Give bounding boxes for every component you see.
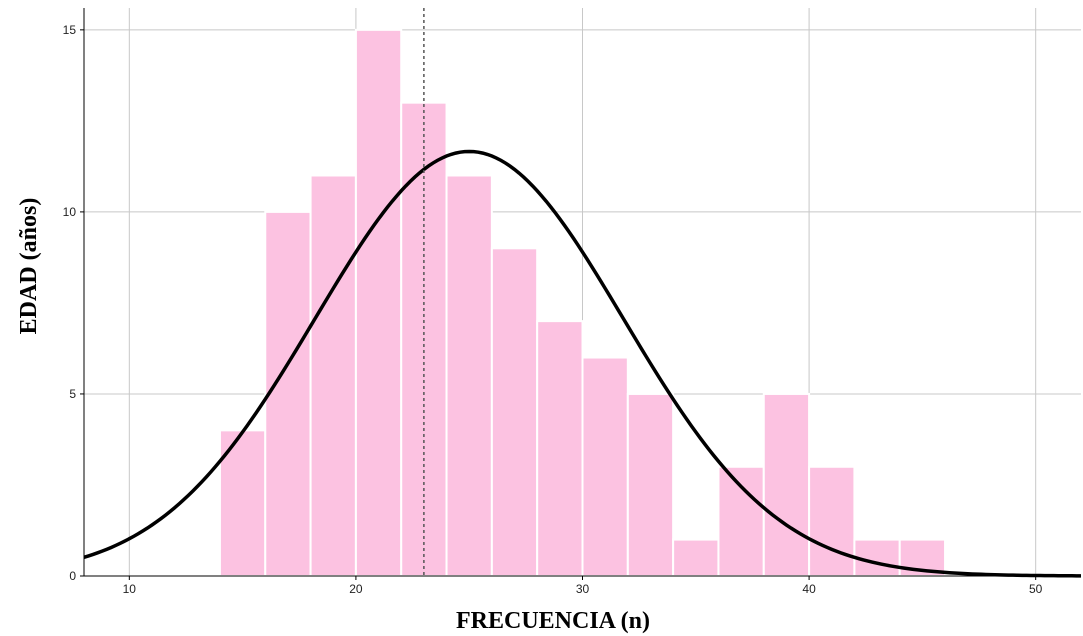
histogram-bar: [490, 247, 539, 578]
histogram-bar: [626, 392, 675, 578]
histogram-bar: [581, 356, 629, 577]
y-tick-label: 0: [69, 569, 76, 583]
histogram-bar: [762, 392, 811, 578]
x-tick-label: 40: [802, 582, 816, 596]
x-tick-label: 30: [576, 582, 590, 596]
histogram-bar: [672, 538, 720, 577]
y-axis-title: EDAD (años): [16, 198, 42, 335]
x-tick-label: 10: [123, 582, 137, 596]
y-tick-label: 10: [63, 205, 77, 219]
histogram-bar: [808, 465, 856, 577]
histogram-bar: [309, 174, 357, 577]
histogram-bar: [264, 210, 312, 577]
x-tick-labels: 10 20 30 40 50: [123, 576, 1043, 596]
y-tick-labels: 0 5 10 15: [63, 23, 84, 583]
histogram-bar: [536, 320, 584, 577]
histogram-bar: [218, 429, 267, 577]
x-tick-label: 20: [349, 582, 363, 596]
normal-curve: [83, 149, 1082, 578]
y-tick-label: 15: [63, 23, 77, 37]
y-tick-label: 5: [69, 387, 76, 401]
x-axis-title: FRECUENCIA (n): [456, 608, 650, 634]
histogram-bar: [717, 465, 765, 577]
histogram-bar: [354, 28, 403, 578]
histogram-bar: [445, 174, 493, 577]
x-tick-label: 50: [1029, 582, 1043, 596]
histogram-bars: [218, 28, 947, 578]
